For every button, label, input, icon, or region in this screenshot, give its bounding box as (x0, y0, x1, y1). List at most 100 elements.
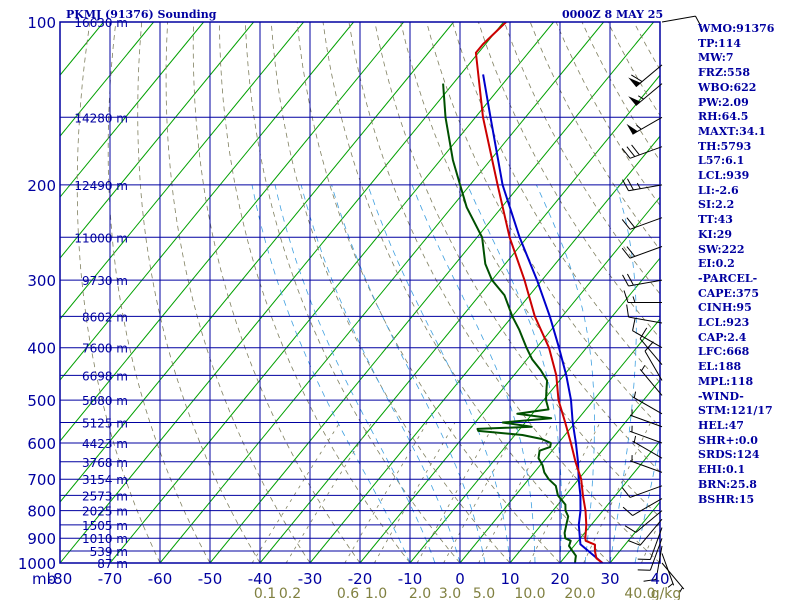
index-item: MW:7 (698, 51, 734, 65)
wind-barb (629, 455, 663, 473)
temperature-tick-label: -70 (98, 570, 123, 588)
isotherm-line (559, 440, 660, 563)
index-item: BSHR:15 (698, 492, 755, 506)
isotherm-line (109, 22, 555, 563)
index-item: EI:0.2 (698, 257, 735, 271)
plot-frame (59, 21, 661, 564)
index-item: LCL:923 (698, 316, 750, 330)
dewpoint-trace (442, 83, 577, 563)
height-label: 2573 m (82, 489, 128, 503)
isotherm-line (209, 22, 655, 563)
temperature-tick-label: -30 (298, 570, 323, 588)
isotherm-line (60, 22, 355, 381)
moist-adiabat (467, 184, 562, 563)
isotherm-line (459, 318, 660, 563)
temperature-tick-label: 20 (550, 570, 569, 588)
index-item: EL:188 (698, 360, 742, 374)
mixing-ratio-label: 5.0 (473, 586, 495, 600)
index-item: TH:5793 (698, 139, 752, 153)
index-item: RH:64.5 (698, 110, 749, 124)
index-item: WBO:622 (698, 80, 757, 94)
height-label: 3768 m (82, 456, 128, 470)
wind-barb (661, 562, 685, 594)
dry-adiabat (322, 22, 611, 563)
mixing-ratio-line (251, 422, 341, 563)
index-item: STM:121/17 (698, 404, 773, 418)
index-item: LI:-2.6 (698, 183, 739, 197)
height-label: 11000 m (74, 231, 128, 245)
pressure-label: 300 (27, 272, 56, 290)
wind-barb (637, 538, 663, 571)
pressure-label: 700 (27, 471, 56, 489)
wind-barb (637, 527, 663, 561)
pressure-label: 800 (27, 503, 56, 521)
index-item: L57:6.1 (698, 154, 745, 168)
temperature-tick-label: 30 (600, 570, 619, 588)
pressure-label: 600 (27, 435, 56, 453)
height-label: 4423 m (82, 437, 128, 451)
temperature-tick-label: -50 (198, 570, 223, 588)
height-label: 14280 m (74, 111, 128, 125)
height-label: 3154 m (82, 473, 128, 487)
wind-barb (622, 178, 663, 192)
index-item: SHR+:0.0 (698, 433, 758, 447)
trace-layer (442, 22, 604, 563)
wind-barb (643, 545, 663, 582)
wind-barb (621, 144, 663, 159)
index-item: BRN:25.8 (698, 477, 757, 491)
index-item: KI:29 (698, 227, 733, 241)
index-item: -WIND- (698, 389, 744, 403)
isotherm-line (60, 22, 205, 198)
temperature-trace (474, 22, 604, 563)
index-item: CAPE:375 (698, 286, 759, 300)
mixing-ratio-label: 40.0 (624, 586, 655, 600)
temperature-tick-label: 10 (500, 570, 519, 588)
isotherm-line (259, 74, 660, 563)
index-item: CINH:95 (698, 301, 752, 315)
height-label: 16630 m (74, 16, 128, 30)
wind-barb (629, 425, 663, 444)
mixing-ratio-line (285, 422, 373, 563)
wind-barb (628, 518, 663, 546)
moist-adiabat (367, 184, 511, 563)
wind-barb (661, 15, 702, 28)
moist-adiabat (300, 184, 461, 563)
mixing-ratio-label: 0.1 (254, 586, 276, 600)
index-item: SRDS:124 (698, 448, 760, 462)
sounding-indices: WMO:91376 TP:114 MW:7 FRZ:558 WBO:622 PW:2.09… (698, 22, 798, 507)
height-label: 6698 m (82, 369, 128, 383)
index-item: SW:222 (698, 242, 745, 256)
mixing-ratio-label: 0.6 (337, 586, 359, 600)
mixing-ratio-label: 1.0 (365, 586, 387, 600)
dry-adiabat (137, 22, 261, 563)
index-item: SI:2.2 (698, 198, 735, 212)
mixing-ratio-label: g/kg (651, 586, 682, 600)
wind-barb (624, 510, 663, 533)
mixing-ratio-label: 0.2 (279, 586, 301, 600)
grid-layer (0, 22, 660, 563)
temperature-tick-label: 0 (455, 570, 465, 588)
wind-barb (632, 318, 663, 349)
height-label: 9730 m (82, 274, 128, 288)
isotherm-line (409, 257, 660, 563)
isotherm-line (309, 135, 660, 563)
wind-barb (621, 217, 663, 230)
height-label: 1010 m (82, 532, 128, 546)
mixing-ratio-label: 20.0 (564, 586, 595, 600)
mixing-ratio-line (641, 519, 660, 563)
height-label: 5125 m (82, 417, 128, 431)
dry-adiabat (348, 22, 660, 563)
temperature-tick-label: -10 (398, 570, 423, 588)
index-item: HEL:47 (698, 418, 744, 432)
temperature-tick-label: -20 (348, 570, 373, 588)
height-label: 12490 m (74, 179, 128, 193)
wind-barb (623, 290, 662, 304)
moist-adiabat (634, 438, 660, 563)
wind-barb (622, 273, 663, 287)
isotherm-line (0, 22, 4, 563)
index-item: TP:114 (698, 36, 742, 50)
index-item: PW:2.09 (698, 95, 749, 109)
mixing-ratio-label: 2.0 (409, 586, 431, 600)
